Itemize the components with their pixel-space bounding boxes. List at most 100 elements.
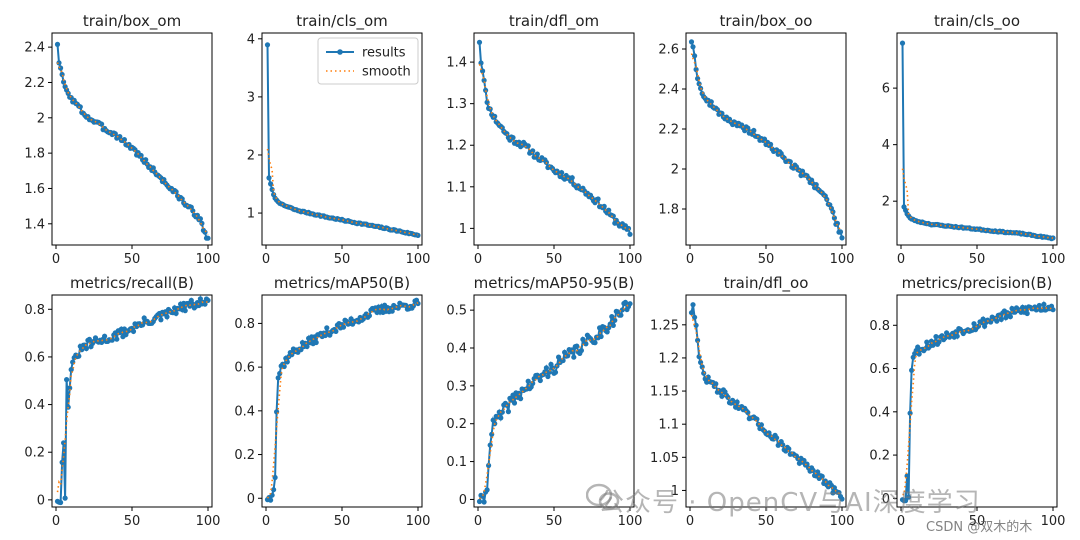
y-tick-label: 0.8 xyxy=(234,317,255,332)
results-point xyxy=(693,322,699,328)
y-tick-label: 0 xyxy=(882,492,890,507)
results-point xyxy=(609,314,615,320)
y-tick-label: 1.15 xyxy=(650,385,679,400)
results-point xyxy=(699,364,705,370)
y-tick-label: 0.6 xyxy=(234,361,255,376)
x-tick-label: 50 xyxy=(334,514,351,529)
subplot-metrics-map50-95-b-: metrics/mAP50-95(B) 0 50 100 0 0.1 0.2 0.3 0.4 0.… xyxy=(446,274,642,529)
x-tick-label: 50 xyxy=(334,252,351,267)
results-point xyxy=(627,301,633,307)
results-point xyxy=(197,296,203,302)
results-point xyxy=(86,336,92,342)
results-point xyxy=(542,369,548,375)
results-point xyxy=(164,314,170,320)
y-tick-label: 0 xyxy=(37,493,45,508)
y-tick-label: 1 xyxy=(247,207,255,222)
y-tick-label: 0.1 xyxy=(446,455,467,470)
results-point xyxy=(612,317,618,323)
results-point xyxy=(289,352,295,358)
subplot-title: metrics/mAP50-95(B) xyxy=(474,274,635,292)
legend-smooth-label: smooth xyxy=(362,65,411,80)
x-tick-label: 100 xyxy=(196,252,221,267)
y-tick-label: 0 xyxy=(459,493,467,508)
results-point xyxy=(696,81,702,87)
results-point xyxy=(953,329,959,335)
results-point xyxy=(924,339,930,345)
plot-area xyxy=(476,39,633,237)
y-tick-label: 1 xyxy=(459,222,467,237)
y-tick-label: 2.2 xyxy=(24,76,45,91)
results-point xyxy=(705,374,711,380)
y-tick-label: 2.6 xyxy=(658,43,679,58)
results-point xyxy=(484,99,490,105)
results-line xyxy=(56,44,209,240)
y-tick-label: 1.1 xyxy=(446,180,467,195)
results-point xyxy=(480,493,486,499)
y-tick-label: 0.2 xyxy=(869,449,890,464)
results-line xyxy=(901,300,1054,502)
x-tick-label: 100 xyxy=(196,514,221,529)
results-point xyxy=(173,310,179,316)
results-point xyxy=(505,409,511,415)
results-point xyxy=(511,400,518,406)
results-point xyxy=(690,302,696,308)
y-tick-label: 1.3 xyxy=(446,97,467,112)
y-tick-label: 0.4 xyxy=(869,405,890,420)
results-point xyxy=(839,235,845,241)
results-line xyxy=(478,42,631,235)
results-point xyxy=(734,399,740,405)
results-point xyxy=(114,336,120,342)
results-point xyxy=(130,328,137,334)
y-tick-label: 0.8 xyxy=(869,319,890,334)
results-point xyxy=(54,41,61,48)
smooth-line xyxy=(266,301,419,499)
x-tick-label: 0 xyxy=(897,252,905,267)
results-point xyxy=(525,143,531,149)
results-point xyxy=(933,334,939,340)
results-point xyxy=(758,422,765,428)
subplot-metrics-recall-b-: metrics/recall(B) 0 50 100 0 0.2 0.4 0.6 0.8 xyxy=(24,274,220,529)
y-tick-label: 0.2 xyxy=(234,448,255,463)
results-point xyxy=(543,365,550,371)
x-tick-label: 0 xyxy=(686,514,694,529)
results-point xyxy=(58,65,64,71)
results-point xyxy=(205,235,211,241)
results-point xyxy=(525,378,531,384)
results-point xyxy=(271,487,277,493)
results-point xyxy=(324,325,330,331)
results-point xyxy=(476,39,483,45)
results-point xyxy=(780,442,786,448)
results-point xyxy=(627,231,633,237)
results-point xyxy=(708,99,714,105)
x-tick-label: 0 xyxy=(686,252,694,267)
results-point xyxy=(719,393,725,399)
results-point xyxy=(899,40,906,46)
results-point xyxy=(601,203,607,209)
x-tick-label: 0 xyxy=(897,514,905,529)
x-tick-label: 0 xyxy=(474,252,482,267)
results-point xyxy=(481,499,487,505)
results-point xyxy=(410,303,416,309)
subplot-train-cls-om: train/cls_om 0 50 100 1 2 3 4 results smooth xyxy=(247,12,431,267)
smooth-line xyxy=(478,304,631,500)
results-point xyxy=(1003,315,1009,321)
results-point xyxy=(121,137,127,143)
y-tick-label: 4 xyxy=(882,138,890,153)
x-tick-label: 50 xyxy=(546,252,563,267)
results-point xyxy=(499,409,505,415)
results-point xyxy=(761,136,768,142)
plot-area xyxy=(899,300,1056,504)
results-point xyxy=(569,175,575,181)
results-point xyxy=(819,473,825,479)
results-point xyxy=(99,121,105,127)
results-point xyxy=(695,337,701,343)
plot-area xyxy=(54,295,211,506)
results-point xyxy=(834,220,841,226)
results-point xyxy=(994,318,1000,324)
results-point xyxy=(530,148,536,154)
results-point xyxy=(492,113,498,119)
smooth-line xyxy=(901,168,1054,239)
y-tick-label: 2 xyxy=(882,195,890,210)
results-point xyxy=(610,322,616,328)
